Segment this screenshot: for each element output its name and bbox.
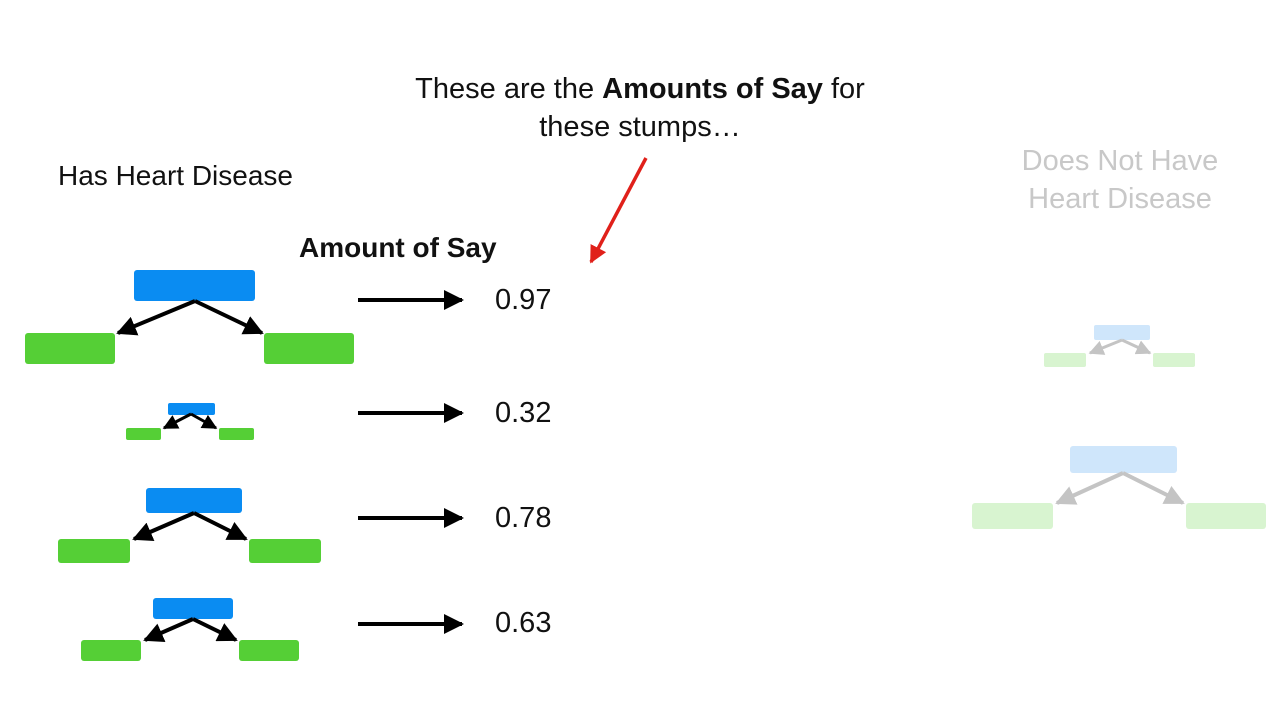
- stump-2-right-branch: [190, 412, 218, 430]
- stump-1-amount-of-say: 0.97: [495, 284, 552, 316]
- faded-stump-2-root-node: [1070, 446, 1177, 473]
- stump-3-right-leaf: [249, 539, 321, 563]
- stump-4-right-branch: [192, 617, 238, 642]
- faded-stump-2-left-branch: [1055, 471, 1124, 505]
- stump-3-root-node: [146, 488, 242, 513]
- stump-3-right-branch: [193, 511, 248, 541]
- faded-stump-2-right-leaf: [1186, 503, 1266, 529]
- annotation-text: These are the Amounts of Say for these s…: [340, 70, 940, 146]
- stump-4-amount-of-say: 0.63: [495, 607, 552, 639]
- amount-of-say-header: Amount of Say: [299, 232, 497, 263]
- stump-1: [25, 270, 354, 364]
- annotation-line-1: These are the Amounts of Say for: [340, 70, 940, 108]
- stump-2-right-leaf: [219, 428, 254, 440]
- stump-3: [58, 488, 321, 563]
- stump-4-root-node: [153, 598, 233, 619]
- stump-2: [126, 403, 254, 440]
- stump-4-left-leaf: [81, 640, 141, 661]
- faded-stump-2-left-leaf: [972, 503, 1053, 529]
- stump-3-left-branch: [132, 511, 195, 542]
- stump-1-root-node: [134, 270, 255, 301]
- stump-3-amount-of-say: 0.78: [495, 502, 552, 534]
- annotation-line-2: these stumps…: [539, 111, 741, 143]
- faded-stump-1-root-node: [1094, 325, 1150, 340]
- stump-1-left-leaf: [25, 333, 115, 364]
- annotation-suffix: for: [822, 73, 865, 105]
- stump-2-left-leaf: [126, 428, 161, 440]
- faded-stump-2: [972, 446, 1266, 529]
- pointer-arrow: [589, 157, 648, 264]
- faded-stump-1: [1044, 325, 1195, 367]
- stump-1-left-branch: [116, 299, 196, 336]
- stump-1-right-branch: [194, 299, 264, 335]
- faded-stump-1-right-leaf: [1153, 353, 1195, 367]
- stump-3-left-leaf: [58, 539, 130, 563]
- stump-2-root-node: [168, 403, 215, 415]
- annotation-prefix: These are the: [415, 73, 603, 105]
- group-label-has-heart-disease: Has Heart Disease: [58, 160, 293, 191]
- annotation-bold-term: Amounts of Say: [602, 73, 823, 105]
- stump-4: [81, 598, 299, 661]
- faded-stump-1-left-branch: [1088, 338, 1123, 355]
- stump-2-left-branch: [162, 412, 192, 430]
- group-label-does-not-have-heart-disease: Does Not Have Heart Disease: [1021, 145, 1219, 215]
- stump-4-left-branch: [143, 617, 194, 642]
- faded-stump-2-right-branch: [1122, 471, 1185, 505]
- faded-stump-1-left-leaf: [1044, 353, 1086, 367]
- faded-stump-1-right-branch: [1121, 338, 1152, 355]
- stump-2-amount-of-say: 0.32: [495, 397, 552, 429]
- stump-4-right-leaf: [239, 640, 299, 661]
- stump-1-right-leaf: [264, 333, 354, 364]
